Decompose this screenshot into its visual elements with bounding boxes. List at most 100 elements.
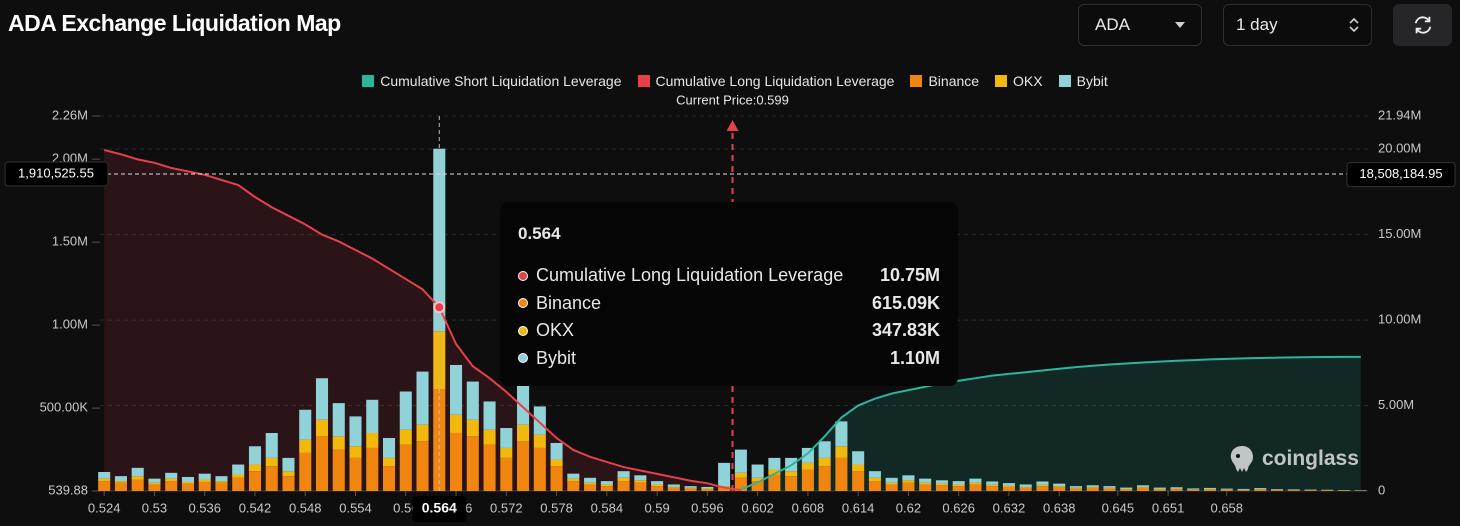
x-tick-label: 0.602 [741,500,774,515]
bar [1187,489,1200,491]
bar [399,444,412,491]
bar [1136,487,1150,491]
legend-item: Cumulative Short Liquidation Leverage [362,73,622,89]
bar [181,481,194,484]
bar [1002,485,1015,487]
bar [1036,484,1049,487]
bar [416,441,429,491]
bar [986,484,999,487]
bar [131,479,144,491]
bar [517,441,530,491]
bar [701,486,714,489]
bar [1237,490,1250,491]
bar [584,482,597,485]
x-tick-label: 0.536 [188,500,221,515]
x-tick-label: 0.542 [239,500,272,515]
bar [600,486,613,491]
legend-label: Binance [928,73,980,89]
bar [232,474,245,478]
legend-item: OKX [995,73,1043,89]
x-tick-label: 0.578 [540,500,573,515]
x-tick-label: 0.584 [591,500,624,515]
bar [567,478,580,482]
bar [450,414,463,434]
y-tick-label: 539.88 [48,482,88,497]
bar [349,446,362,458]
bar [399,391,412,430]
bar [1053,486,1066,491]
tooltip-row: Bybit 1.10M [518,345,940,373]
bar [651,484,664,487]
bar [399,429,412,445]
bar [450,364,463,415]
x-tick-label: 0.572 [490,500,523,515]
bar [1103,486,1116,488]
bar [835,446,848,458]
legend-item: Bybit [1058,73,1108,89]
x-tick-label: 0.596 [691,500,724,515]
tooltip-value: 1.10M [889,347,940,368]
tooltip-row: Binance 615.09K [518,290,940,318]
chart-title: ADA Exchange Liquidation Map [8,10,341,36]
bar [500,428,513,448]
bar [181,476,194,482]
bar [718,462,731,487]
bar [1220,488,1233,490]
bar [349,416,362,447]
bar [1103,487,1116,489]
bar [969,478,982,483]
bar [969,484,982,491]
y2-tick-label: 20.00M [1378,141,1421,156]
bar [1136,486,1150,488]
legend-label: Cumulative Long Liquidation Leverage [655,73,895,89]
legend-swatch [995,75,1008,87]
bar [433,331,446,390]
bar [382,437,396,458]
watermark-logo [1230,446,1253,472]
bar [818,441,831,458]
legend-label: Cumulative Short Liquidation Leverage [380,73,622,89]
bar [952,486,965,491]
bar [1304,490,1317,491]
bar [1170,487,1183,489]
bar [349,457,362,491]
interval-select[interactable]: 1 day [1223,4,1372,46]
crosshair-y2-box [1346,162,1456,188]
bar [1153,489,1166,491]
bar [885,482,898,485]
bar [801,469,814,491]
bar [248,471,262,491]
crosshair-y2-label: 18,508,184.95 [1359,166,1442,181]
bar [1120,489,1133,491]
refresh-button[interactable] [1393,4,1452,46]
bar [366,433,379,448]
bar [902,475,915,481]
symbol-select[interactable]: ADA [1078,4,1202,46]
bar [751,477,764,482]
bar [952,481,965,485]
bar [450,433,463,491]
tooltip-name: Bybit [536,347,577,368]
bar [919,482,932,485]
x-tick-label: 0.651 [1152,500,1185,515]
interval-value: 1 day [1236,15,1278,34]
bar [282,471,295,477]
bar [1287,490,1300,491]
crosshair-y-box [4,161,109,187]
y2-tick-label: 10.00M [1378,312,1421,327]
bar [483,429,496,445]
bar [517,383,530,425]
bar [801,462,814,470]
bar [986,481,999,485]
bar [1053,483,1066,487]
bar [1254,488,1267,490]
bar [114,482,127,491]
bar [667,487,680,491]
bar [165,472,178,479]
bar [382,466,396,491]
bar [466,419,479,437]
bar [902,482,915,491]
bar [1019,486,1032,488]
bar [1086,485,1099,487]
